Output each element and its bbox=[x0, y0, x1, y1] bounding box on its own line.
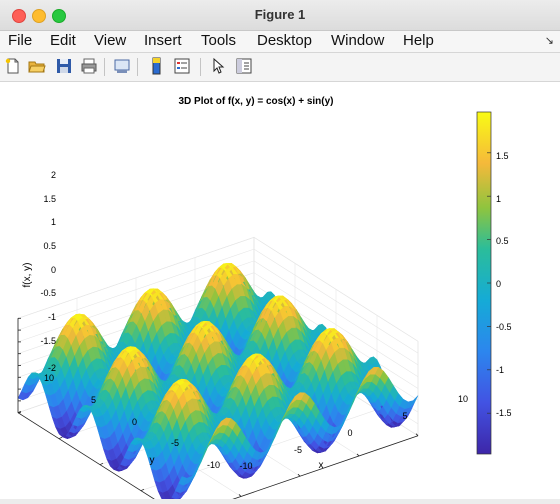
y-axis-label: y bbox=[150, 455, 155, 466]
open-file-icon[interactable] bbox=[27, 57, 47, 77]
x-axis-label: x bbox=[319, 460, 324, 471]
legend-toggle-icon[interactable] bbox=[172, 57, 192, 77]
figure-canvas: 3D Plot of f(x, y) = cos(x) + sin(y) 2 1… bbox=[0, 82, 560, 499]
colorbar-tick-label: -0.5 bbox=[496, 322, 512, 332]
title-bar: Figure 1 bbox=[0, 0, 560, 31]
z-tick-label: -0.5 bbox=[40, 288, 56, 298]
z-tick-label: 0 bbox=[51, 265, 56, 275]
colorbar-tick-label: 0.5 bbox=[496, 236, 509, 246]
menu-overflow-icon[interactable]: ↘ bbox=[545, 34, 554, 47]
menu-bar: File Edit View Insert Tools Desktop Wind… bbox=[0, 31, 560, 53]
y-tick-label: -10 bbox=[207, 460, 220, 470]
new-figure-icon[interactable] bbox=[3, 57, 23, 77]
z-axis-label: f(x, y) bbox=[22, 263, 33, 288]
y-tick-label: 10 bbox=[44, 373, 54, 383]
z-tick-label: 2 bbox=[51, 170, 56, 180]
save-icon[interactable] bbox=[54, 57, 74, 77]
x-tick-label: -5 bbox=[294, 445, 302, 455]
menu-tools[interactable]: Tools bbox=[201, 32, 236, 49]
plot-area[interactable]: 3D Plot of f(x, y) = cos(x) + sin(y) 2 1… bbox=[0, 82, 560, 499]
plot-title: 3D Plot of f(x, y) = cos(x) + sin(y) bbox=[178, 96, 333, 107]
y-tick-label: -5 bbox=[171, 438, 179, 448]
colorbar-toggle-icon[interactable] bbox=[146, 57, 166, 77]
link-plot-icon[interactable] bbox=[112, 57, 132, 77]
x-tick-label: 0 bbox=[347, 428, 352, 438]
colorbar-tick-label: -1.5 bbox=[496, 408, 512, 418]
pointer-icon[interactable] bbox=[208, 57, 228, 77]
colorbar-tick-label: 1.5 bbox=[496, 151, 509, 161]
colorbar-tick-label: 0 bbox=[496, 279, 501, 289]
toolbar bbox=[0, 53, 560, 82]
menu-view[interactable]: View bbox=[94, 32, 126, 49]
menu-window[interactable]: Window bbox=[331, 32, 384, 49]
menu-help[interactable]: Help bbox=[403, 32, 434, 49]
menu-edit[interactable]: Edit bbox=[50, 32, 76, 49]
z-tick-label: 0.5 bbox=[43, 241, 56, 251]
property-editor-icon[interactable] bbox=[234, 57, 254, 77]
menu-insert[interactable]: Insert bbox=[144, 32, 182, 49]
z-tick-label: -2 bbox=[48, 363, 56, 373]
z-tick-label: -1 bbox=[48, 312, 56, 322]
z-tick-label: 1 bbox=[51, 217, 56, 227]
window-title: Figure 1 bbox=[0, 7, 560, 22]
x-tick-label: 5 bbox=[402, 411, 407, 421]
menu-file[interactable]: File bbox=[8, 32, 32, 49]
x-tick-label: -10 bbox=[239, 461, 252, 471]
print-icon[interactable] bbox=[79, 57, 99, 77]
menu-desktop[interactable]: Desktop bbox=[257, 32, 312, 49]
z-tick-label: 1.5 bbox=[43, 194, 56, 204]
y-tick-label: 0 bbox=[132, 417, 137, 427]
x-tick-label: 10 bbox=[458, 394, 468, 404]
colorbar-tick-label: 1 bbox=[496, 194, 501, 204]
y-tick-label: 5 bbox=[91, 395, 96, 405]
colorbar-tick-label: -1 bbox=[496, 365, 504, 375]
z-tick-label: -1.5 bbox=[40, 336, 56, 346]
